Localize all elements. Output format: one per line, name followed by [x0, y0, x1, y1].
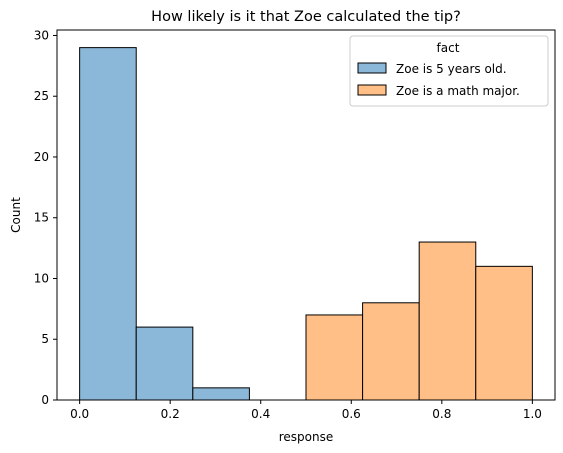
x-axis-label: response: [279, 430, 334, 444]
legend-swatch-5-years-old: [357, 62, 387, 74]
y-tick-label: 0: [41, 393, 49, 407]
legend-box: [349, 35, 549, 107]
bars-group: [79, 47, 533, 401]
chart-title: How likely is it that Zoe calculated the…: [151, 9, 461, 25]
y-tick-label: 20: [34, 150, 49, 164]
x-axis-ticks: 0.0 0.2 0.4 0.6 0.8 1.0: [70, 400, 542, 421]
x-tick-label: 0.6: [342, 407, 361, 421]
bar-series-0-bin-1: [135, 326, 194, 401]
bar-series-1-bin-2: [418, 241, 477, 401]
y-tick-label: 15: [34, 211, 49, 225]
x-tick-label: 0.8: [432, 407, 451, 421]
bar-series-1-bin-0: [305, 314, 364, 401]
y-axis-label: Count: [9, 197, 23, 233]
legend: fact Zoe is 5 years old. Zoe is a math m…: [349, 35, 549, 107]
y-axis-ticks: 0 5 10 15 20 25 30: [34, 28, 57, 407]
bar-series-0-bin-0: [79, 47, 137, 401]
y-tick-label: 25: [34, 89, 49, 103]
plot-frame: [56, 29, 556, 401]
y-tick-label: 5: [41, 332, 49, 346]
x-tick-label: 0.0: [70, 407, 89, 421]
y-tick-label: 30: [34, 28, 49, 42]
x-tick-label: 0.2: [161, 407, 180, 421]
x-tick-label: 0.4: [251, 407, 270, 421]
y-tick-label: 10: [34, 271, 49, 285]
bar-series-1-bin-3: [475, 265, 533, 401]
legend-label-math-major: Zoe is a math major.: [396, 84, 520, 98]
legend-title: fact: [437, 41, 460, 55]
legend-label-5-years-old: Zoe is 5 years old.: [396, 62, 507, 76]
bar-series-1-bin-1: [362, 302, 420, 401]
x-tick-label: 1.0: [523, 407, 542, 421]
bar-series-0-bin-2: [192, 387, 250, 401]
legend-swatch-math-major: [357, 84, 387, 96]
